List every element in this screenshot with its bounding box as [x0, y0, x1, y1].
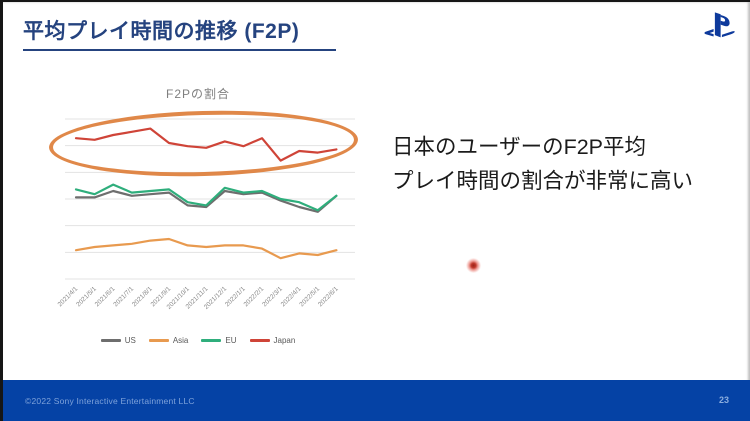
- page-title: 平均プレイ時間の推移 (F2P): [23, 15, 336, 51]
- series-line-eu: [74, 183, 338, 212]
- footer-bar: ©2022 Sony Interactive Entertainment LLC…: [3, 380, 750, 421]
- playstation-logo-icon: [704, 12, 735, 38]
- f2p-chart-svg: 2021/4/12021/5/12021/6/12021/7/12021/8/1…: [57, 118, 355, 311]
- legend-swatch-japan: [249, 339, 270, 342]
- x-axis-label: 2022/6/1: [317, 285, 340, 308]
- legend-swatch-eu: [201, 339, 222, 342]
- legend-label-eu: EU: [225, 336, 237, 345]
- series-line-us: [74, 189, 338, 213]
- laser-pointer-dot: [466, 258, 481, 273]
- chart-title: F2Pの割合: [165, 87, 230, 101]
- legend-item-eu: EU: [201, 336, 237, 345]
- legend-label-asia: Asia: [172, 336, 189, 345]
- series-line-japan: [74, 127, 338, 162]
- legend-item-japan: Japan: [249, 336, 296, 345]
- legend-item-us: US: [100, 336, 136, 345]
- legend-label-japan: Japan: [273, 336, 296, 345]
- legend-swatch-asia: [148, 339, 169, 342]
- legend-item-asia: Asia: [148, 336, 189, 345]
- annotation-line-1: 日本のユーザーのF2P平均: [392, 135, 647, 159]
- annotation-text: 日本のユーザーのF2P平均 プレイ時間の割合が非常に高い: [392, 130, 742, 198]
- footer-copyright: ©2022 Sony Interactive Entertainment LLC: [25, 396, 195, 406]
- annotation-line-2: プレイ時間の割合が非常に高い: [392, 169, 694, 193]
- page-number: 23: [718, 395, 729, 405]
- chart-legend: US Asia EU Japan: [48, 336, 348, 345]
- series-line-asia: [74, 237, 338, 260]
- legend-swatch-us: [100, 339, 121, 342]
- legend-label-us: US: [124, 336, 136, 345]
